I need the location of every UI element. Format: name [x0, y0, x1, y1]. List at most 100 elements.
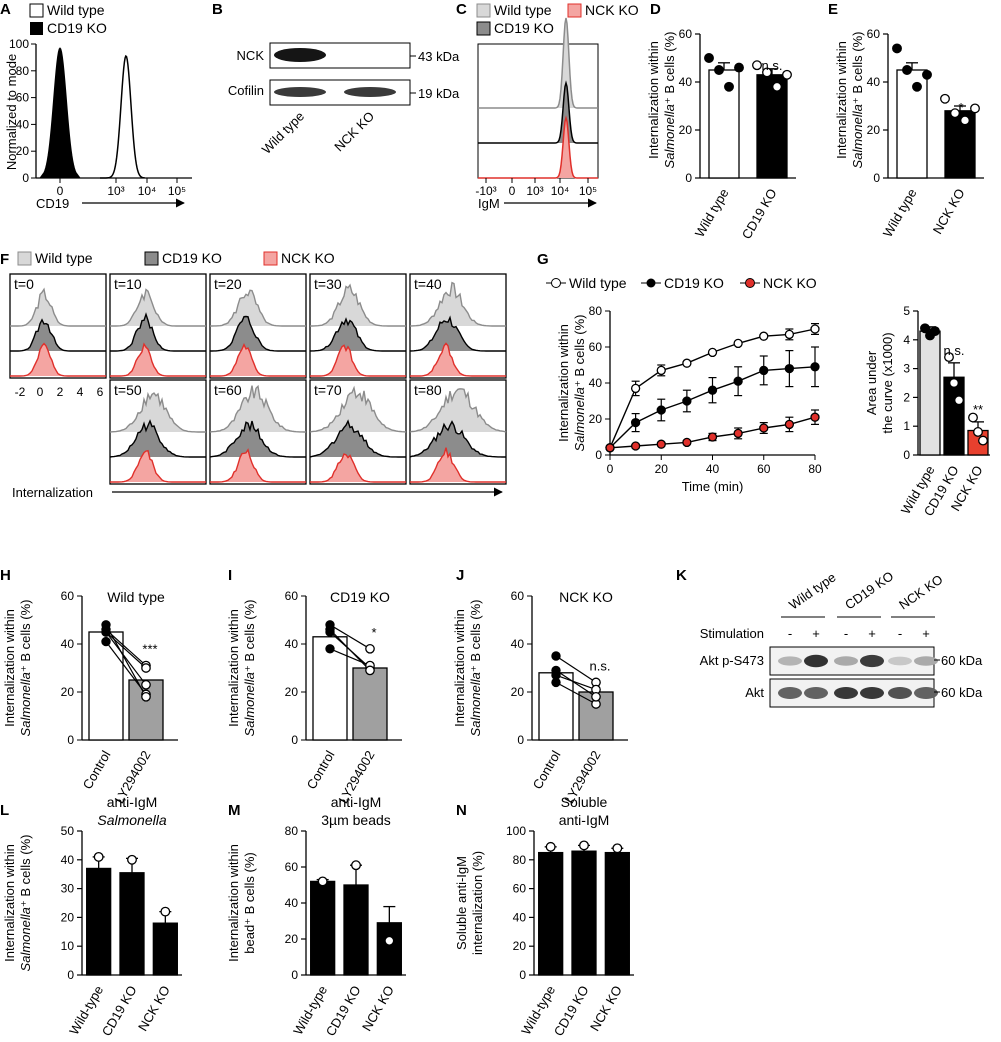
hist-nck-line — [210, 448, 306, 483]
y-label-italic-d: Salmonella — [662, 104, 677, 168]
point-nck-ko — [630, 441, 641, 451]
hist-wt-line — [309, 385, 407, 433]
bar-chart-e: 0 20 40 60 Wild type NCK KO Internalization wi… — [834, 27, 984, 240]
legend-cd19-ko: CD19 KO — [47, 20, 107, 36]
legend-swatch-f-nck — [263, 251, 278, 266]
point-control — [101, 636, 111, 647]
point-wild-type — [630, 383, 641, 394]
y-tick-label: 20 — [285, 932, 299, 946]
y-tick-label: 0 — [517, 733, 524, 747]
x-label-a: CD19 — [36, 196, 69, 211]
paired-chart-j: NCK KO0204060n.s.ControlLY294002Internal… — [452, 589, 628, 806]
panel-e: E 0 20 40 60 Wild type NCK KO Internalization … — [828, 1, 984, 240]
pair-line — [329, 629, 371, 671]
data-point — [954, 395, 964, 406]
k-group-labels: Wild type CD19 KO NCK KO — [781, 568, 946, 618]
data-point — [762, 67, 772, 78]
point-wild-type — [707, 347, 718, 358]
panel-title-line1: anti-IgM — [107, 794, 158, 810]
y-tick-label: 0 — [22, 171, 29, 185]
hist-cd19-line — [309, 419, 406, 458]
pair-line — [555, 669, 597, 698]
point-nck-ko — [733, 428, 743, 439]
bar-cd19-ko — [756, 74, 788, 179]
panel-label-k: K — [676, 567, 687, 584]
bar-cd19-ko — [571, 850, 597, 976]
hist-wt-fill — [210, 290, 306, 326]
data-point — [973, 427, 983, 437]
legend-c-cd19-ko: CD19 KO — [494, 20, 554, 36]
hist-nck-line — [210, 343, 306, 377]
point-wild-type — [656, 365, 666, 376]
legend-g-wild-type: Wild type — [569, 275, 627, 291]
x-label-f: Internalization — [12, 485, 93, 500]
k-stim-signs: - + - + - + — [788, 626, 930, 641]
y-tick-label: 20 — [61, 685, 75, 699]
y-tick-label: 5 — [903, 304, 910, 318]
y-tick-label: 3 — [903, 362, 910, 376]
y-tick-label: 50 — [61, 824, 75, 838]
x-tick-label: 20 — [655, 462, 669, 476]
group-label: NCK KO — [896, 572, 945, 613]
hist-cd19-fill — [210, 316, 306, 351]
hist-wt-line — [409, 388, 507, 433]
legend-swatch-c-nck — [567, 3, 582, 18]
bar-wild-type — [310, 880, 336, 976]
data-point — [902, 65, 912, 75]
timepoint-label: t=60 — [214, 382, 242, 398]
y-tick-label: 4 — [903, 333, 910, 347]
y-label-g2-line2: the curve (x1000) — [880, 332, 895, 433]
legend-swatch-wild-type — [29, 3, 44, 18]
y-label-italic-chart-j: Salmonella — [468, 672, 483, 736]
data-point — [612, 843, 623, 854]
legend-f-nck-ko: NCK KO — [281, 250, 335, 266]
x-tick-label: Wild type — [692, 186, 732, 240]
hist-wt-line — [10, 287, 106, 327]
band-cofilin-nck — [344, 87, 396, 97]
hist-wt-line — [210, 289, 306, 327]
y-tick-label: 20 — [589, 412, 603, 426]
x-tick-label: NCK KO — [359, 983, 397, 1034]
significance-d: n.s. — [762, 58, 783, 73]
data-point — [351, 860, 361, 871]
bar-wild-type — [708, 69, 740, 179]
size-60kda-1: 60 kDa — [941, 653, 983, 668]
data-point — [384, 935, 395, 946]
y-tick-label: 60 — [285, 860, 299, 874]
legend-g: Wild type CD19 KO NCK KO — [546, 275, 817, 291]
point-cd19-ko — [759, 365, 769, 376]
point-nck-ko — [810, 412, 820, 422]
point-ly294002 — [365, 665, 375, 676]
y-label-line2-chart-j: Salmonella⁺ B cells (%) — [468, 600, 483, 737]
y-label-line2-d: Salmonella⁺ B cells (%) — [662, 32, 677, 169]
data-point — [772, 81, 782, 92]
y-tick-label: 60 — [679, 27, 693, 41]
point-control — [551, 677, 561, 688]
y-tick-label: 40 — [285, 637, 299, 651]
x-tick-label: 60 — [757, 462, 771, 476]
hist-cd19-line — [209, 420, 306, 458]
bar-wild-type — [538, 851, 564, 976]
bar-nck-ko — [944, 110, 976, 179]
y-tick-label: 60 — [589, 340, 603, 354]
panel-title-line2: Salmonella — [97, 812, 166, 828]
data-point — [734, 62, 744, 73]
point-cd19-ko — [656, 405, 666, 415]
timepoint-label: t=70 — [314, 382, 342, 398]
point-control — [101, 627, 111, 637]
group-label: Wild type — [786, 570, 838, 613]
band-cofilin-wt — [274, 87, 326, 97]
panel-label-a: A — [0, 1, 11, 18]
panel-title-line1: Soluble — [561, 794, 608, 810]
hist-nck-line — [110, 342, 206, 377]
point-wild-type — [784, 329, 795, 340]
hist-nck-line — [410, 342, 506, 377]
band-akt-p — [888, 656, 912, 666]
legend-swatch-f-cd19 — [144, 251, 159, 266]
k-bands — [778, 654, 938, 699]
band-akt — [834, 687, 858, 699]
x-tick-label: 80 — [808, 462, 822, 476]
stim-sign: - — [788, 626, 792, 641]
bar-chart-d: 0 20 40 60 Wild type CD19 KO Internalization w… — [646, 27, 796, 242]
